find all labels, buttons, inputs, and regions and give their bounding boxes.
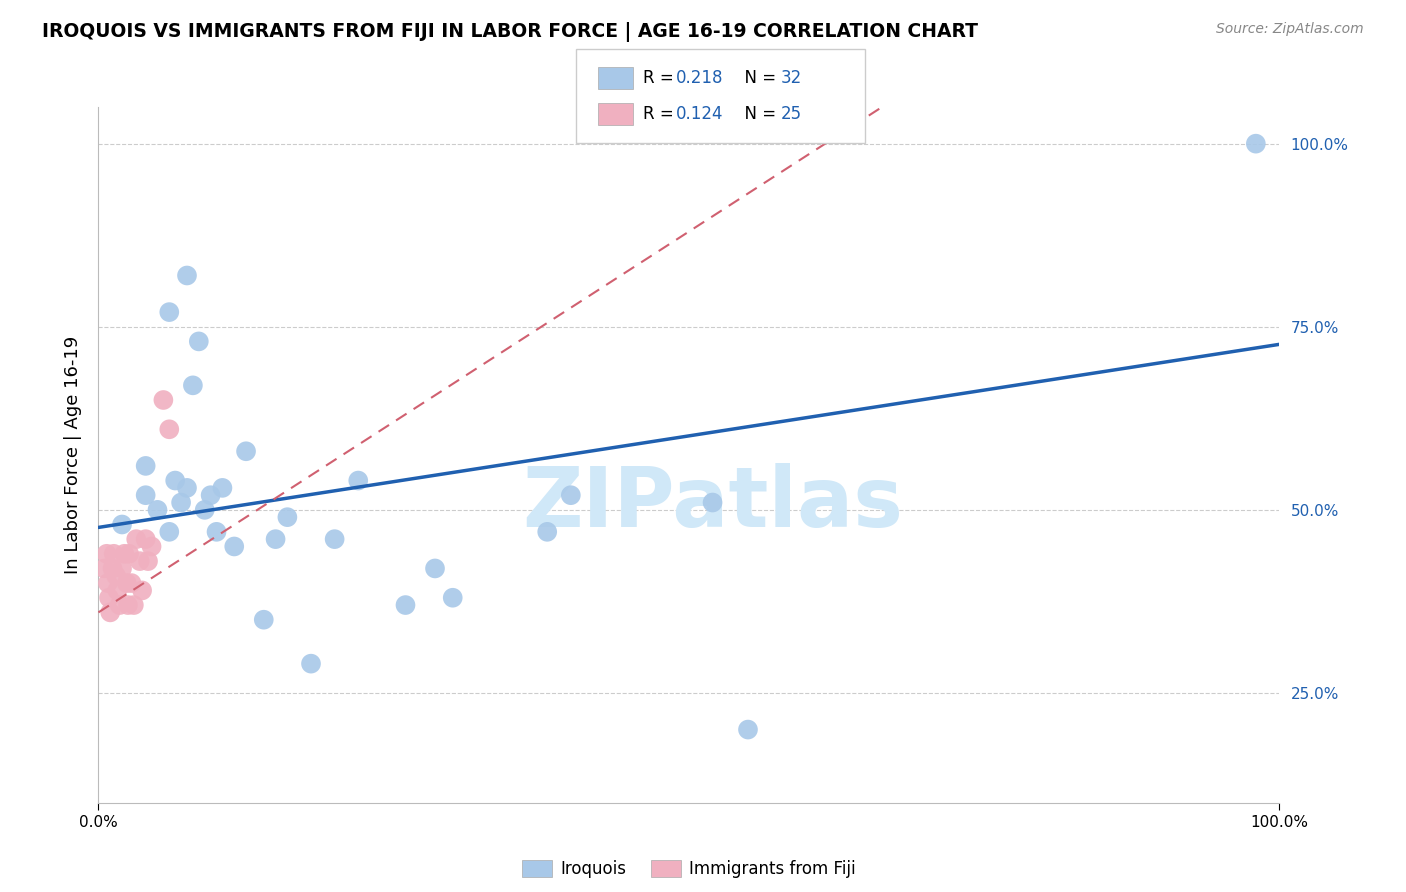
Point [121,576,143,591]
Point [135,532,157,546]
Point [200,488,222,502]
Point [141,540,163,554]
Point [187,334,209,349]
Point [536,524,558,539]
Point [176,481,198,495]
Text: 32: 32 [780,69,801,87]
Point [125,532,148,546]
Point [224,540,246,554]
Text: ZIPatlas: ZIPatlas [522,463,903,544]
Point [276,510,298,524]
Legend: Iroquois, Immigrants from Fiji: Iroquois, Immigrants from Fiji [515,854,863,885]
Point [170,495,193,509]
Text: 0.124: 0.124 [676,104,724,123]
Point [96,547,118,561]
Point [146,503,169,517]
Point [97,576,120,591]
Point [423,561,446,575]
Point [122,598,145,612]
Point [347,474,370,488]
Text: R =: R = [643,104,679,123]
Point [101,561,124,575]
Point [157,524,180,539]
Point [176,268,198,283]
Point [235,444,257,458]
Point [264,532,287,546]
Point [105,568,128,582]
Point [93,561,115,575]
Text: 0.218: 0.218 [676,69,724,87]
Point [211,481,233,495]
Point [117,598,139,612]
Point [165,474,187,488]
Point [103,547,125,561]
Text: Source: ZipAtlas.com: Source: ZipAtlas.com [1216,22,1364,37]
Point [131,583,153,598]
Point [108,598,131,612]
Point [152,392,174,407]
Point [98,591,121,605]
Point [253,613,276,627]
Point [157,422,180,436]
Point [128,554,150,568]
Point [118,547,141,561]
Point [441,591,464,605]
Point [98,606,121,620]
Point [205,524,228,539]
Point [702,495,724,509]
Point [1244,136,1267,151]
Point [194,503,217,517]
Point [111,517,134,532]
Point [111,561,134,575]
Point [136,554,159,568]
Y-axis label: In Labor Force | Age 16-19: In Labor Force | Age 16-19 [63,335,82,574]
Point [394,598,416,612]
Text: R =: R = [643,69,679,87]
Point [299,657,322,671]
Text: IROQUOIS VS IMMIGRANTS FROM FIJI IN LABOR FORCE | AGE 16-19 CORRELATION CHART: IROQUOIS VS IMMIGRANTS FROM FIJI IN LABO… [42,22,979,42]
Text: 25: 25 [780,104,801,123]
Point [135,458,157,473]
Point [181,378,204,392]
Point [135,488,157,502]
Point [115,576,138,591]
Text: N =: N = [734,104,782,123]
Point [105,583,128,598]
Text: N =: N = [734,69,782,87]
Point [737,723,759,737]
Point [112,547,135,561]
Point [323,532,346,546]
Point [157,305,180,319]
Point [560,488,582,502]
